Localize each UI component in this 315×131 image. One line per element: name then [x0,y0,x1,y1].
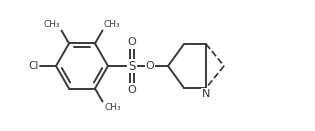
Text: O: O [128,37,136,47]
Text: CH₃: CH₃ [104,20,120,29]
Text: CH₃: CH₃ [44,20,60,29]
Text: Cl: Cl [29,61,39,71]
Text: O: O [146,61,154,71]
Text: CH₃: CH₃ [105,102,121,111]
Text: N: N [202,89,210,99]
Text: S: S [128,59,136,72]
Text: O: O [128,85,136,95]
